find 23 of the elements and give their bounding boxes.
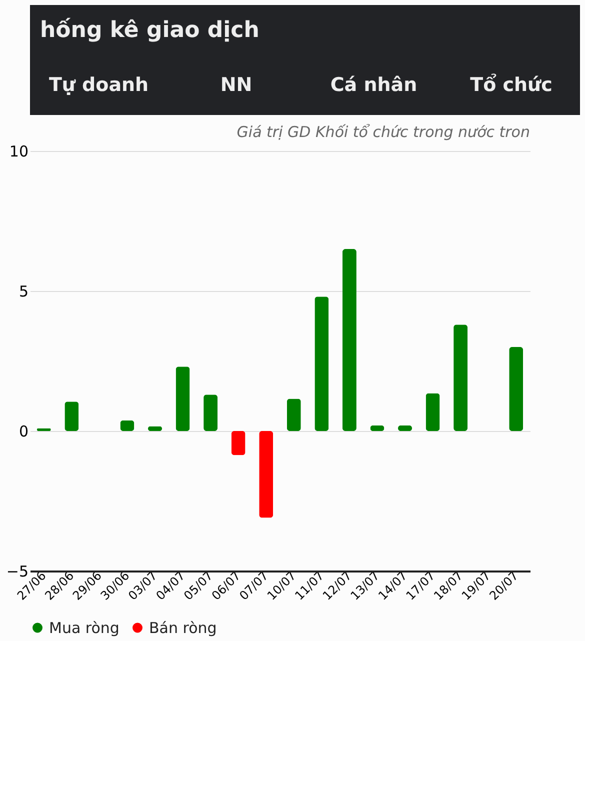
bar <box>454 324 468 431</box>
legend-label: Mua ròng <box>49 618 120 637</box>
text: Cá nhân <box>330 74 418 96</box>
bar <box>314 296 329 431</box>
bar <box>204 394 218 431</box>
y-tick-label: 10 <box>9 142 28 160</box>
text: Tổ chức <box>470 73 552 96</box>
bar <box>259 431 274 518</box>
bar <box>176 366 190 431</box>
y-tick-label: 5 <box>18 282 28 300</box>
legend-label: Bán ròng <box>149 618 217 637</box>
text: NN <box>220 74 252 96</box>
bar <box>286 398 301 431</box>
y-tick-label: 0 <box>18 422 28 440</box>
bar <box>509 347 524 431</box>
bar <box>342 249 356 431</box>
bar <box>426 393 440 431</box>
bar <box>64 402 79 431</box>
bar <box>120 420 134 431</box>
chart-subtitle: Giá trị GD Khối tổ chức trong nước tron <box>236 123 530 141</box>
bar <box>231 431 246 456</box>
chart-title: hống kê giao dịch <box>40 17 260 43</box>
text: Tự doanh <box>48 74 149 96</box>
